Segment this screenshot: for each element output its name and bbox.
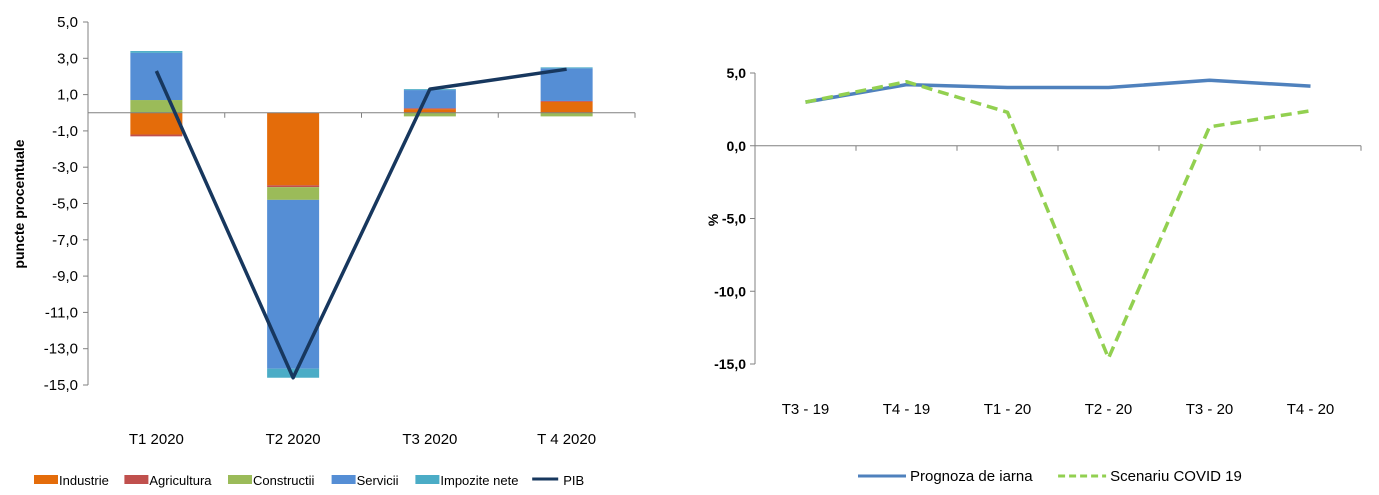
y-tick-label: -13,0 — [44, 341, 78, 358]
x-tick-label: T1 2020 — [129, 431, 184, 448]
bar-agricultura — [540, 100, 593, 102]
y-axis-title: % — [705, 213, 721, 226]
bar-impozite-nete — [267, 368, 320, 378]
legend-label: Industrie — [59, 473, 109, 488]
y-tick-label: -5,0 — [52, 196, 78, 213]
y-tick-label: -15,0 — [714, 356, 746, 372]
x-tick-label: T4 - 19 — [883, 401, 931, 418]
x-tick-label: T 4 2020 — [537, 431, 596, 448]
legend-swatch — [34, 475, 58, 484]
x-tick-label: T1 - 20 — [984, 401, 1032, 418]
legend-swatch — [228, 475, 252, 484]
x-tick-label: T3 - 20 — [1186, 401, 1234, 418]
y-tick-label: -5,0 — [722, 211, 746, 227]
y-tick-label: -1,0 — [52, 123, 78, 140]
bar-industrie — [267, 112, 320, 186]
y-axis-title: puncte procentuale — [11, 139, 27, 268]
series-line-prognoza-de-iarna — [805, 78, 1311, 104]
y-tick-label: 3,0 — [57, 50, 78, 67]
bar-agricultura — [130, 134, 183, 137]
x-tick-label: T2 - 20 — [1085, 401, 1133, 418]
bar-industrie — [403, 109, 456, 113]
y-tick-label: 5,0 — [57, 14, 78, 31]
y-tick-label: -10,0 — [714, 283, 746, 299]
x-tick-label: T3 - 19 — [782, 401, 830, 418]
legend-label: Prognoza de iarna — [910, 468, 1033, 485]
bar-servicii — [130, 52, 183, 101]
y-tick-label: 0,0 — [727, 138, 747, 154]
y-tick-label: -15,0 — [44, 377, 78, 394]
bar-constructii — [403, 112, 456, 117]
legend-label: PIB — [563, 473, 584, 488]
x-tick-label: T3 2020 — [402, 431, 457, 448]
legend-swatch — [124, 475, 149, 484]
bar-industrie — [540, 101, 593, 113]
legend-label: Servicii — [357, 473, 399, 488]
legend-label: Constructii — [253, 473, 315, 488]
y-tick-label: -7,0 — [52, 232, 78, 249]
bar-industrie — [130, 112, 183, 135]
y-tick-label: -3,0 — [52, 159, 78, 176]
pib-line — [154, 67, 567, 380]
x-tick-label: T2 2020 — [266, 431, 321, 448]
bar-constructii — [540, 112, 593, 117]
stacked-bar-chart: 5,0 3,0 1,0 -1,0 -3,0 -5,0 -7,0 -9,0 -11,0 -13,0 -… — [11, 14, 636, 488]
bar-servicii — [540, 68, 593, 101]
legend-label: Impozite nete — [440, 473, 518, 488]
legend-swatch — [331, 475, 356, 484]
y-tick-label: -11,0 — [45, 304, 78, 321]
y-tick-label: 5,0 — [727, 65, 747, 81]
y-tick-label: -9,0 — [52, 268, 78, 285]
bar-servicii — [403, 90, 456, 109]
bar-agricultura — [403, 108, 456, 110]
bar-impozite-nete — [130, 51, 183, 53]
legend-swatch — [415, 475, 440, 484]
series-line-scenariu-covid-19 — [805, 79, 1311, 360]
bar-agricultura — [267, 185, 320, 188]
y-tick-label: 1,0 — [57, 87, 78, 104]
x-tick-label: T4 - 20 — [1287, 401, 1335, 418]
bar-impozite-nete — [540, 67, 593, 69]
legend-label: Agricultura — [149, 473, 212, 488]
line-chart: 5,0 0,0 -5,0 -10,0 -15,0 T3 - 19 T4 - 19 T1 - 2… — [705, 65, 1362, 485]
bar-constructii — [267, 187, 320, 200]
legend-label: Scenariu COVID 19 — [1110, 468, 1242, 485]
